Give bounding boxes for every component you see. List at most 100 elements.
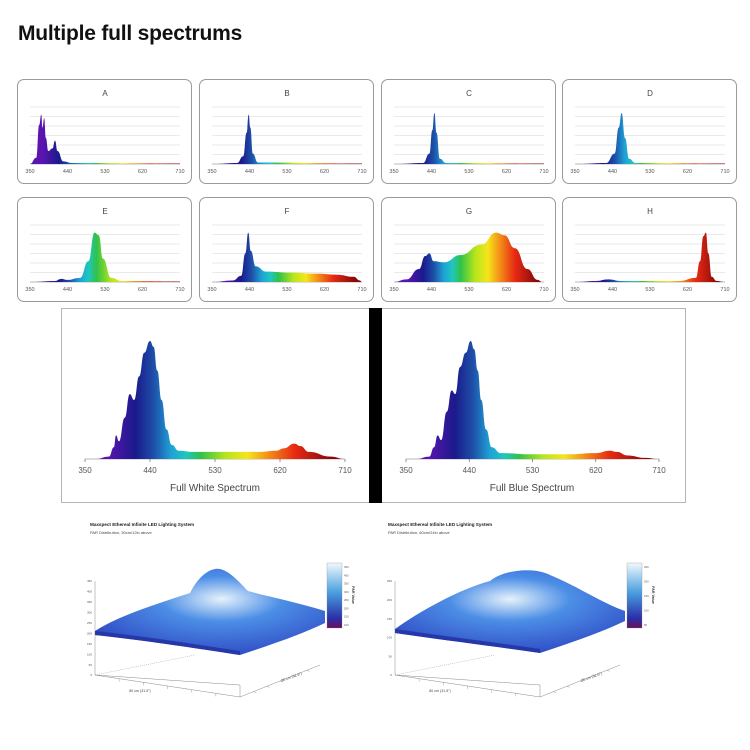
full-blue-spectrum-chart: 350 440 530 620 710 Full Blue Spectrum: [399, 341, 666, 494]
x-tick-label: 620: [320, 169, 329, 175]
spectrum-panel-b: 350 440 530 620 710 B: [199, 79, 374, 184]
spectrum-panel-e: 350 440 530 620 710 E: [17, 197, 192, 302]
spectrum-title: E: [102, 207, 107, 216]
spectrum-panel-d: 350 440 530 620 710 D: [562, 79, 737, 184]
x-tick-label: 620: [273, 466, 287, 475]
spectrum-chart: 350 440 530 620 710 G: [389, 207, 548, 293]
x-tick-label: 620: [502, 287, 511, 293]
x-axis-label: 80 cm (31.5"): [129, 689, 150, 693]
floor-tick: [606, 670, 610, 672]
x-tick-label: 440: [245, 287, 254, 293]
floor-edge: [394, 674, 541, 686]
spectrum-panel-f: 350 440 530 620 710 F: [199, 197, 374, 302]
x-tick-label: 710: [720, 169, 729, 175]
z-tick-label: 450: [87, 579, 92, 583]
par-surface: [95, 568, 325, 655]
colorbar-tick-label: 200: [644, 580, 649, 584]
par-surface-rim: [395, 629, 540, 653]
colorbar-tick-label: 100: [344, 623, 349, 627]
x-tick-label: 530: [526, 466, 540, 475]
x-tick-label: 440: [143, 466, 157, 475]
y-axis-label: 80 cm (31.5"): [281, 672, 303, 683]
spectrum-panel-h: 350 440 530 620 710 H: [562, 197, 737, 302]
colorbar-tick-label: 250: [344, 598, 349, 602]
x-tick-label: 350: [399, 466, 413, 475]
spectrum-title: Full Blue Spectrum: [490, 483, 574, 494]
spectrum-panel-a: 350 440 530 620 710 A: [17, 79, 192, 184]
spectrum-title: D: [647, 89, 653, 98]
x-tick-label: 710: [175, 169, 184, 175]
z-tick-label: 150: [87, 642, 92, 646]
z-tick-label: 200: [387, 598, 392, 602]
spectrum-title: B: [284, 89, 289, 98]
spectrum-title: F: [285, 207, 290, 216]
black-divider: [369, 308, 382, 503]
x-tick-label: 530: [208, 466, 222, 475]
z-tick-label: 0: [390, 673, 392, 677]
colorbar-tick-label: 300: [344, 590, 349, 594]
spectrum-area: [95, 341, 345, 459]
spectrum-area: [30, 232, 180, 282]
spectrum-area: [416, 341, 659, 459]
x-tick-label: 620: [502, 169, 511, 175]
z-tick-label: 200: [87, 631, 92, 635]
x-tick-label: 710: [357, 287, 366, 293]
colorbar-tick-label: 250: [644, 565, 649, 569]
x-tick-label: 710: [720, 287, 729, 293]
spectrum-chart: 350 440 530 620 710 F: [207, 207, 366, 293]
spectrum-area: [575, 113, 725, 164]
floor-tick: [306, 670, 310, 672]
full-white-spectrum-chart: 350 440 530 620 710 Full White Spectrum: [78, 341, 352, 494]
spectrum-area: [575, 232, 725, 282]
colorbar: [326, 562, 343, 629]
z-tick-label: 100: [387, 636, 392, 640]
x-tick-label: 710: [338, 466, 352, 475]
x-tick-label: 440: [608, 287, 617, 293]
floor-tick: [593, 675, 597, 677]
x-tick-label: 440: [63, 169, 72, 175]
colorbar: [626, 562, 643, 629]
x-tick-label: 440: [463, 466, 477, 475]
spectrum-area: [30, 114, 180, 164]
x-tick-label: 710: [539, 169, 548, 175]
spectrum-area: [212, 114, 362, 164]
x-tick-label: 350: [25, 287, 34, 293]
floor-tick: [579, 680, 584, 683]
spectrum-panel-g: 350 440 530 620 710 G: [381, 197, 556, 302]
par-left-surface-chart: 450 400 350 300 250 200 150 100 50 0 80 cm (31.5")…: [87, 562, 355, 698]
y-axis-label: 80 cm (31.5"): [581, 672, 603, 683]
x-tick-label: 530: [464, 169, 473, 175]
x-axis-label: 80 cm (31.5"): [429, 689, 450, 693]
par-surface-rim: [95, 631, 240, 655]
spectrum-chart: 350 440 530 620 710 H: [570, 207, 729, 293]
floor-tick: [266, 686, 270, 688]
x-tick-label: 530: [282, 287, 291, 293]
z-tick-label: 0: [90, 673, 92, 677]
z-tick-label: 350: [87, 600, 92, 604]
floor-tick: [566, 686, 570, 688]
z-tick-label: 50: [89, 663, 93, 667]
colorbar-tick-label: 50: [644, 623, 648, 627]
floor-edge: [94, 674, 241, 686]
par-left-subtitle: PAR Distribution, 30cm/12in above: [90, 530, 152, 535]
spectrum-title: Full White Spectrum: [170, 483, 260, 494]
colorbar-tick-label: 150: [344, 615, 349, 619]
floor-back-edge: [94, 654, 196, 676]
spectrum-title: G: [466, 207, 472, 216]
spectrum-area: [394, 113, 544, 164]
colorbar-tick-label: 350: [344, 582, 349, 586]
z-tick-label: 250: [387, 579, 392, 583]
spectrum-area: [212, 232, 362, 282]
x-tick-label: 710: [652, 466, 666, 475]
colorbar-tick-label: 150: [644, 594, 649, 598]
colorbar-label: PAR Value: [651, 586, 655, 604]
x-tick-label: 440: [427, 287, 436, 293]
z-tick-label: 250: [87, 621, 92, 625]
x-tick-label: 620: [138, 169, 147, 175]
spectrum-title: A: [102, 89, 108, 98]
floor-tick: [553, 691, 557, 693]
x-tick-label: 530: [645, 287, 654, 293]
par-right-surface-chart: 250 200 150 100 50 0 80 cm (31.5") 80 cm (31.5"…: [387, 562, 655, 698]
spectrum-panel-c: 350 440 530 620 710 C: [381, 79, 556, 184]
x-tick-label: 350: [389, 287, 398, 293]
